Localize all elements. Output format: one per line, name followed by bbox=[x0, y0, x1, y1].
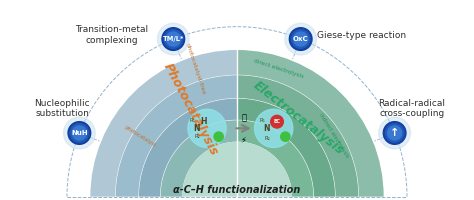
Wedge shape bbox=[91, 50, 237, 197]
Text: photocatalyst: photocatalyst bbox=[123, 124, 156, 148]
Circle shape bbox=[214, 132, 223, 141]
Circle shape bbox=[73, 126, 86, 140]
Text: indirect electrolysis: indirect electrolysis bbox=[318, 113, 350, 159]
Circle shape bbox=[383, 122, 406, 144]
Text: EC: EC bbox=[273, 119, 281, 124]
Text: Electrocatalysis: Electrocatalysis bbox=[250, 79, 346, 158]
Text: R₂: R₂ bbox=[264, 136, 270, 141]
Text: R₁: R₁ bbox=[189, 117, 195, 122]
Text: direct electrolysis: direct electrolysis bbox=[253, 59, 304, 80]
Circle shape bbox=[385, 124, 404, 142]
Text: ↑: ↑ bbox=[390, 128, 399, 138]
Circle shape bbox=[294, 32, 308, 46]
Circle shape bbox=[64, 117, 95, 149]
Text: H: H bbox=[201, 117, 207, 126]
Text: ⚡: ⚡ bbox=[241, 136, 246, 144]
Circle shape bbox=[188, 109, 226, 147]
Text: R₂: R₂ bbox=[194, 134, 200, 139]
Circle shape bbox=[388, 126, 401, 140]
Text: R₁: R₁ bbox=[259, 117, 265, 122]
Circle shape bbox=[292, 30, 310, 48]
Circle shape bbox=[285, 23, 317, 55]
Text: NuH: NuH bbox=[71, 130, 88, 136]
Wedge shape bbox=[160, 120, 237, 197]
Circle shape bbox=[157, 23, 189, 55]
Text: Nucleophilic
substitution: Nucleophilic substitution bbox=[34, 99, 90, 118]
Circle shape bbox=[166, 32, 180, 46]
Text: Photocatalysis: Photocatalysis bbox=[161, 61, 220, 158]
Wedge shape bbox=[115, 75, 237, 197]
Circle shape bbox=[255, 109, 293, 147]
Wedge shape bbox=[182, 142, 292, 197]
Circle shape bbox=[164, 30, 182, 48]
Circle shape bbox=[289, 28, 312, 50]
Circle shape bbox=[70, 124, 89, 142]
Text: α-C–H functionalization: α-C–H functionalization bbox=[173, 185, 301, 195]
Wedge shape bbox=[237, 75, 359, 197]
Circle shape bbox=[281, 132, 290, 141]
Circle shape bbox=[68, 122, 91, 144]
Text: N: N bbox=[264, 124, 270, 133]
Wedge shape bbox=[237, 120, 314, 197]
Text: N: N bbox=[194, 124, 200, 133]
Circle shape bbox=[271, 115, 283, 128]
Text: Giese-type reaction: Giese-type reaction bbox=[318, 30, 407, 40]
Wedge shape bbox=[139, 98, 237, 197]
Wedge shape bbox=[237, 50, 383, 197]
Text: Transition-metal
complexing: Transition-metal complexing bbox=[75, 25, 148, 45]
Circle shape bbox=[162, 28, 185, 50]
Circle shape bbox=[379, 117, 410, 149]
Text: Radical-radical
cross-coupling: Radical-radical cross-coupling bbox=[379, 99, 446, 118]
Text: photocatalyst-free: photocatalyst-free bbox=[185, 43, 206, 96]
Wedge shape bbox=[237, 98, 335, 197]
Text: TM/L*: TM/L* bbox=[163, 36, 184, 42]
Text: OxC: OxC bbox=[293, 36, 309, 42]
Text: 💡: 💡 bbox=[241, 113, 246, 122]
